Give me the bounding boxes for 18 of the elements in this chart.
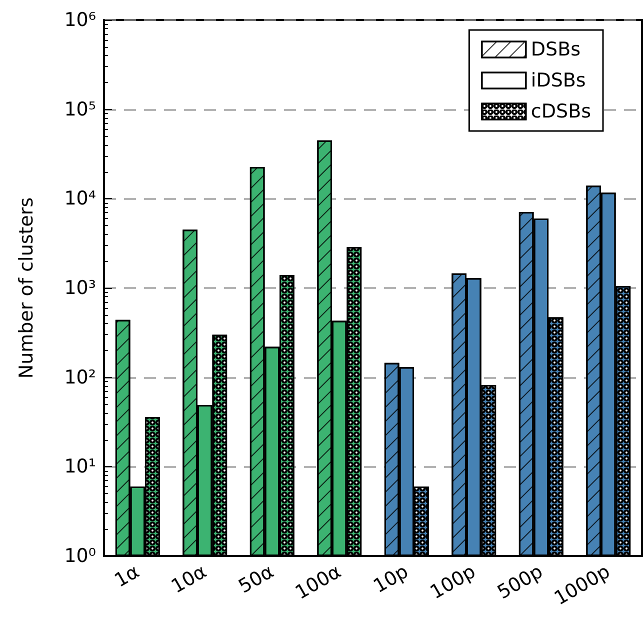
y-axis-title: Number of clusters: [16, 197, 38, 379]
legend-label: cDSBs: [530, 100, 592, 122]
x-tick-label: 100α: [292, 560, 345, 604]
y-tick-label: 10⁵: [64, 98, 96, 120]
legend-label: DSBs: [530, 38, 581, 60]
x-tick-label: 500p: [494, 560, 547, 604]
legend-label: iDSBs: [530, 70, 586, 92]
x-tick-label: 50α: [234, 560, 278, 598]
y-tick-label: 10⁰: [64, 545, 96, 567]
y-tick-label: 10²: [64, 366, 96, 388]
x-tick-label: 10α: [168, 560, 210, 598]
y-tick-label: 10³: [64, 277, 96, 299]
y-tick-label: 10¹: [64, 456, 96, 478]
y-tick-label: 10⁴: [64, 188, 96, 210]
x-tick-label: 100p: [426, 560, 480, 604]
x-tick-label: 10p: [370, 560, 412, 598]
x-tick-label: 1α: [110, 560, 144, 592]
y-tick-label: 10⁶: [64, 9, 96, 31]
